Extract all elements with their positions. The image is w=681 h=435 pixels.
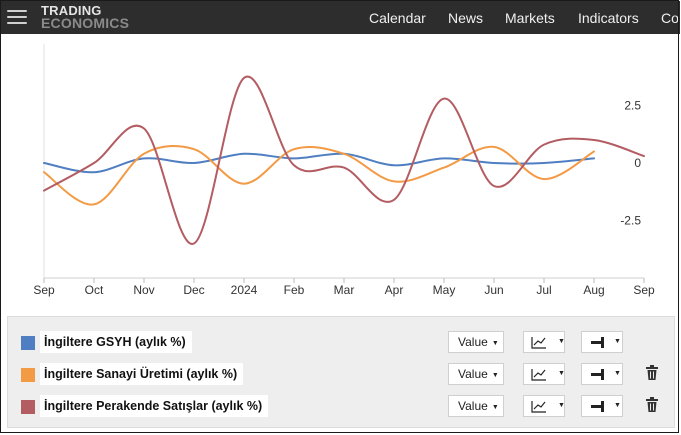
series-name: İngiltere Sanayi Üretimi (aylık %) xyxy=(40,363,244,385)
value-dropdown-label: Value xyxy=(458,399,488,413)
logo-line-1: TRADING xyxy=(41,3,102,18)
x-tick-label: Jun xyxy=(484,283,503,297)
legend-row-gdp: İngiltere GSYH (aylık %) Value ▼ ▼ ▼ xyxy=(8,331,674,357)
nav-more[interactable]: Co xyxy=(661,10,679,26)
caret-down-icon: ▼ xyxy=(614,370,621,377)
series-color-swatch xyxy=(21,336,35,350)
axis-dropdown[interactable]: ▼ xyxy=(581,331,623,353)
trash-icon[interactable] xyxy=(645,397,659,413)
series-line-gdp xyxy=(43,152,595,174)
series-line-industrial-production xyxy=(43,145,595,206)
trash-icon[interactable] xyxy=(645,365,659,381)
value-dropdown[interactable]: Value ▼ xyxy=(448,395,504,417)
line-chart-icon xyxy=(531,369,546,381)
x-tick-label: 2024 xyxy=(231,283,258,297)
caret-down-icon: ▼ xyxy=(558,402,565,409)
axis-icon-post xyxy=(601,369,604,380)
axis-icon xyxy=(591,405,603,408)
x-tick-label: May xyxy=(433,283,456,297)
chart-type-dropdown[interactable]: ▼ xyxy=(523,363,565,385)
chart-svg: Sep Oct Nov Dec 2024 Feb Mar Apr May Jun Jul Aug Sep… xyxy=(33,44,655,297)
series-legend-panel: İngiltere GSYH (aylık %) Value ▼ ▼ ▼ İngi… xyxy=(7,316,675,428)
caret-down-icon: ▼ xyxy=(614,402,621,409)
x-tick-label: Dec xyxy=(183,283,204,297)
value-dropdown[interactable]: Value ▼ xyxy=(448,363,504,385)
y-tick-label: 0 xyxy=(634,156,641,170)
axis-icon xyxy=(591,341,603,344)
caret-down-icon: ▼ xyxy=(558,370,565,377)
caret-down-icon: ▼ xyxy=(491,372,499,379)
x-tick-label: Sep xyxy=(33,283,55,297)
value-dropdown-label: Value xyxy=(458,335,488,349)
axis-icon xyxy=(591,373,603,376)
value-dropdown[interactable]: Value ▼ xyxy=(448,331,504,353)
chart-type-dropdown[interactable]: ▼ xyxy=(523,331,565,353)
nav-news[interactable]: News xyxy=(448,10,484,26)
series-line-retail-sales xyxy=(43,75,645,245)
series-color-swatch xyxy=(21,400,35,414)
x-tick-label: Aug xyxy=(583,283,604,297)
nav-markets[interactable]: Markets xyxy=(505,10,555,26)
legend-row-industrial-production: İngiltere Sanayi Üretimi (aylık %) Value… xyxy=(8,363,674,389)
series-color-swatch xyxy=(21,368,35,382)
axis-icon-post xyxy=(601,401,604,412)
x-tick-label: Feb xyxy=(284,283,305,297)
series-name: İngiltere GSYH (aylık %) xyxy=(40,331,192,353)
caret-down-icon: ▼ xyxy=(491,340,499,347)
x-tick-label: Apr xyxy=(385,283,404,297)
axis-icon-post xyxy=(601,337,604,348)
x-tick-label: Nov xyxy=(133,283,154,297)
hamburger-menu-icon[interactable] xyxy=(7,10,27,26)
series-name: İngiltere Perakende Satışlar (aylık %) xyxy=(40,395,269,417)
line-chart: Sep Oct Nov Dec 2024 Feb Mar Apr May Jun Jul Aug Sep… xyxy=(10,42,670,302)
nav-calendar[interactable]: Calendar xyxy=(369,10,426,26)
top-navigation-bar: TRADING ECONOMICS Calendar News Markets … xyxy=(1,1,680,34)
trading-economics-logo[interactable]: TRADING ECONOMICS xyxy=(41,3,130,31)
x-tick-label: Oct xyxy=(85,283,104,297)
x-tick-label: Mar xyxy=(334,283,355,297)
caret-down-icon: ▼ xyxy=(614,338,621,345)
logo-line-2: ECONOMICS xyxy=(41,15,130,31)
axis-dropdown[interactable]: ▼ xyxy=(581,395,623,417)
line-chart-icon xyxy=(531,401,546,413)
y-tick-label: 2.5 xyxy=(624,99,641,113)
x-tick-label: Sep xyxy=(633,283,655,297)
value-dropdown-label: Value xyxy=(458,367,488,381)
y-tick-label: -2.5 xyxy=(620,214,641,228)
caret-down-icon: ▼ xyxy=(558,338,565,345)
axis-dropdown[interactable]: ▼ xyxy=(581,363,623,385)
legend-row-retail-sales: İngiltere Perakende Satışlar (aylık %) V… xyxy=(8,395,674,421)
line-chart-icon xyxy=(531,337,546,349)
nav-indicators[interactable]: Indicators xyxy=(578,10,639,26)
chart-type-dropdown[interactable]: ▼ xyxy=(523,395,565,417)
x-tick-label: Jul xyxy=(536,283,551,297)
caret-down-icon: ▼ xyxy=(491,404,499,411)
